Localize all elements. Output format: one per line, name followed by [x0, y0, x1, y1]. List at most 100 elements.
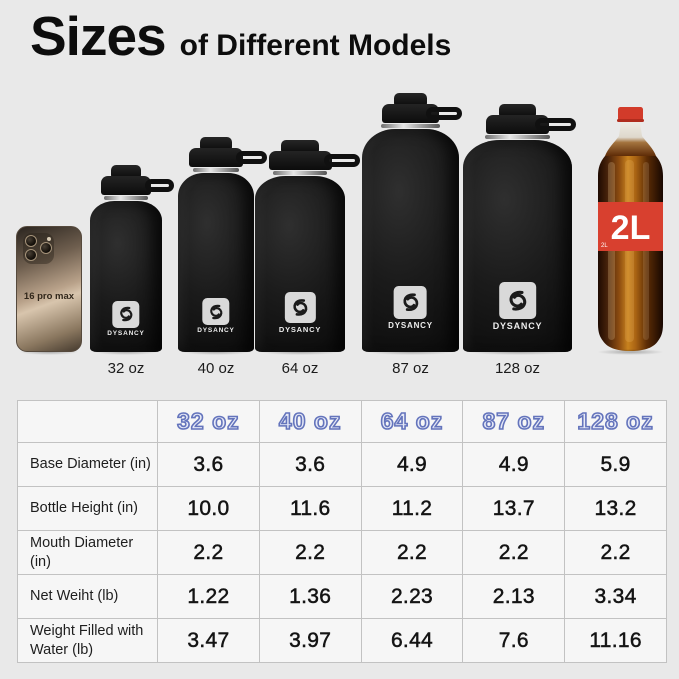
cola-volume-label-small: 2L: [601, 243, 608, 249]
cola-cap: [618, 107, 643, 121]
title-main: Sizes: [30, 5, 167, 67]
product-shadow: [596, 349, 665, 355]
brand-logo-block: DYSANCY: [279, 292, 321, 334]
bottle-handle: [236, 151, 268, 164]
bottle-spout: [200, 137, 232, 149]
cell-value: 2.23: [360, 574, 464, 619]
size-label: 87 oz: [392, 360, 429, 377]
cell-value: 3.34: [564, 574, 667, 619]
product-shadow: [258, 349, 342, 355]
cell-value: 3.47: [157, 618, 260, 663]
product-row: 16 pro max DYSANCY 32 oz: [0, 88, 679, 390]
phone-graphic: 16 pro max: [16, 226, 82, 352]
row-label: Bottle Height (in): [17, 486, 158, 531]
camera-flash-icon: [47, 237, 51, 241]
bottle-spout: [110, 165, 142, 177]
cell-value: 2.2: [360, 530, 464, 575]
corner-cell: [17, 400, 158, 443]
col-header-32oz: 32 oz: [157, 400, 260, 443]
phone-16-pro-max: 16 pro max: [16, 226, 82, 378]
cell-value: 6.44: [360, 618, 464, 663]
cell-value: 4.9: [462, 442, 566, 487]
row-label: Net Weiht (lb): [17, 574, 158, 619]
bottle-128oz: DYSANCY 128 oz: [463, 104, 576, 378]
size-label: 64 oz: [281, 360, 319, 377]
bottle-graphic: DYSANCY: [255, 140, 361, 352]
brand-logo-block: DYSANCY: [388, 285, 433, 330]
row-label: Mouth Diameter (in): [17, 530, 158, 575]
table-row-bottle-height: Bottle Height (in) 10.0 11.6 11.2 13.7 1…: [17, 486, 667, 531]
spec-table: 32 oz 40 oz 64 oz 87 oz 128 oz Base Diam…: [17, 400, 667, 663]
cola-label-band: [598, 202, 663, 251]
bottle-handle: [426, 107, 463, 120]
bottle-graphic: DYSANCY: [90, 165, 175, 352]
dysancy-logo-icon: [202, 298, 230, 326]
camera-lens-icon: [25, 235, 37, 247]
cell-value: 4.9: [360, 442, 464, 487]
bottle-body: DYSANCY: [362, 129, 459, 352]
bottle-handle: [535, 118, 576, 131]
cell-value: 1.22: [157, 574, 260, 619]
bottle-steel-ring: [273, 171, 327, 175]
bottle-cap: [189, 148, 268, 167]
bottle-cap: [100, 176, 175, 195]
cell-value: 2.2: [564, 530, 667, 575]
row-label: Base Diameter (in): [17, 442, 158, 487]
cell-value: 11.6: [258, 486, 362, 531]
bottle-handle: [323, 154, 361, 167]
col-header-87oz: 87 oz: [462, 400, 566, 443]
product-shadow: [467, 349, 568, 355]
bottle-steel-ring: [484, 135, 551, 139]
dysancy-logo-icon: [112, 300, 140, 328]
brand-label: DYSANCY: [197, 327, 235, 335]
row-label: Weight Filled with Water (lb): [17, 618, 158, 663]
product-shadow: [92, 349, 160, 355]
cell-value: 2.2: [157, 530, 260, 575]
bottle-steel-ring: [104, 196, 148, 200]
table-row-filled-weight: Weight Filled with Water (lb) 3.47 3.97 …: [17, 618, 667, 663]
cola-bottle-graphic: 2L 2L: [598, 107, 663, 351]
phone-model-label: 16 pro max: [23, 291, 75, 302]
bottle-cap: [382, 104, 463, 123]
cell-value: 11.16: [564, 618, 667, 663]
col-header-128oz: 128 oz: [564, 400, 667, 443]
bottle-steel-ring: [381, 124, 440, 128]
title-subtitle: of Different Models: [179, 29, 452, 62]
cell-value: 13.2: [564, 486, 667, 531]
brand-label: DYSANCY: [388, 320, 433, 330]
cell-value: 2.2: [258, 530, 362, 575]
cola-neck: [605, 122, 656, 156]
col-header-40oz: 40 oz: [258, 400, 362, 443]
brand-label: DYSANCY: [492, 320, 543, 331]
product-shadow: [18, 349, 80, 355]
bottle-body: DYSANCY: [255, 176, 345, 352]
cell-value: 7.6: [462, 618, 566, 663]
table-row-mouth-diameter: Mouth Diameter (in) 2.2 2.2 2.2 2.2 2.2: [17, 530, 667, 575]
bottle-spout: [498, 104, 537, 116]
brand-logo-block: DYSANCY: [107, 300, 144, 337]
bottle-body: DYSANCY: [90, 201, 162, 352]
bottle-handle: [145, 179, 175, 192]
bottle-spout: [281, 140, 319, 152]
bottle-graphic: DYSANCY: [463, 104, 576, 352]
bottle-spout: [394, 93, 427, 105]
cola-bottle-2l: 2L 2L: [594, 106, 667, 378]
brand-logo-block: DYSANCY: [197, 298, 234, 334]
dysancy-logo-icon: [498, 281, 536, 319]
bottle-body: DYSANCY: [178, 173, 254, 352]
bottle-body: DYSANCY: [463, 140, 572, 352]
brand-logo-block: DYSANCY: [492, 281, 543, 331]
camera-lens-icon: [25, 249, 37, 261]
cell-value: 13.7: [462, 486, 566, 531]
bottle-40oz: DYSANCY 40 oz: [178, 137, 268, 378]
size-label: 128 oz: [494, 360, 541, 377]
bottle-graphic: DYSANCY: [178, 137, 268, 352]
product-shadow: [365, 349, 456, 355]
product-shadow: [181, 349, 251, 355]
bottle-64oz: DYSANCY 64 oz: [255, 140, 361, 378]
cell-value: 10.0: [157, 486, 260, 531]
cell-value: 3.97: [258, 618, 362, 663]
bottle-87oz: DYSANCY 87 oz: [362, 93, 463, 378]
brand-label: DYSANCY: [278, 325, 322, 335]
bottle-graphic: DYSANCY: [362, 93, 463, 352]
